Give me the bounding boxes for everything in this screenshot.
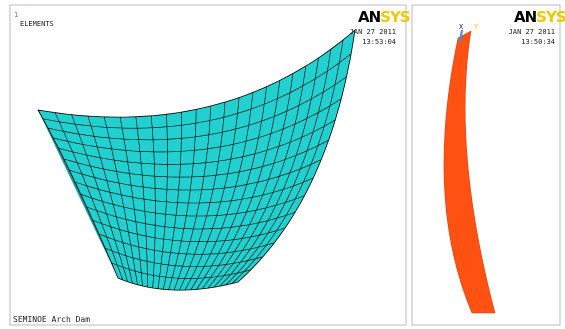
window-number: 1 — [14, 11, 18, 19]
page: 1 ELEMENTS ANSYS JAN 27 2011 13:53:04 SE… — [0, 0, 565, 329]
caption: SEMINOE Arch Dam — [13, 315, 90, 324]
date: JAN 27 2011 — [350, 28, 396, 36]
screenshot: 1 ELEMENTS ANSYS JAN 27 2011 13:53:04 SE… — [0, 0, 565, 329]
plot-label: ELEMENTS — [20, 20, 54, 28]
logo-an: AN — [514, 8, 537, 26]
logo: ANSYS — [514, 8, 565, 26]
date: JAN 27 2011 — [509, 28, 555, 36]
logo-sys: SYS — [380, 8, 410, 26]
time: 13:53:04 — [362, 38, 396, 46]
logo-an: AN — [358, 8, 381, 26]
time: 13:50:34 — [521, 38, 555, 46]
logo: ANSYS — [358, 8, 410, 26]
logo-sys: SYS — [536, 8, 565, 26]
